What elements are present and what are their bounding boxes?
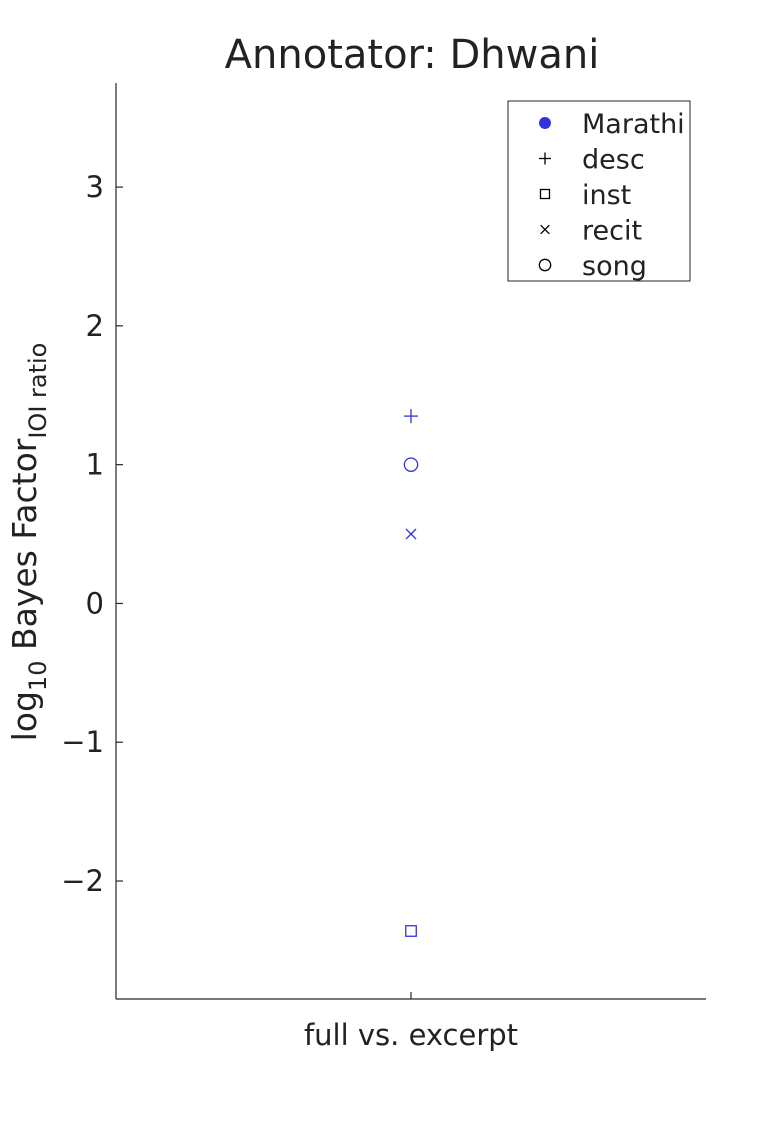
data-points xyxy=(403,409,419,937)
y-tick-label: −2 xyxy=(61,864,104,898)
x-ticks: full vs. excerpt xyxy=(304,992,518,1052)
legend-marker-desc xyxy=(539,152,551,165)
y-tick-label: −1 xyxy=(61,725,104,759)
legend-item: Marathi xyxy=(539,109,685,140)
data-point-inst xyxy=(405,925,417,937)
y-ticks: −2 −1 0 1 2 3 xyxy=(61,170,123,898)
legend-marker-song xyxy=(538,258,552,272)
y-axis-label: log10 Bayes FactorIOI ratio xyxy=(5,343,52,742)
legend-item: inst xyxy=(539,180,631,211)
y-label-prefix-sub: 10 xyxy=(24,661,52,692)
legend-marker-inst xyxy=(539,188,551,200)
legend-marker-recit xyxy=(540,224,550,235)
y-label-main-sub: IOI ratio xyxy=(24,343,52,439)
legend-item: desc xyxy=(539,145,645,176)
legend-label: recit xyxy=(582,216,642,247)
data-point-recit xyxy=(405,528,417,540)
legend-label: Marathi xyxy=(582,109,685,140)
legend-marker-Marathi xyxy=(539,117,551,129)
data-point-song xyxy=(403,457,419,472)
y-label-prefix: log xyxy=(5,691,44,741)
x-tick-label: full vs. excerpt xyxy=(304,1018,518,1052)
svg-text:log10 Bayes FactorIOI ratio: log10 Bayes FactorIOI ratio xyxy=(5,343,52,742)
legend-box xyxy=(507,100,691,282)
legend-label: song xyxy=(582,251,647,282)
chart-title: Annotator: Dhwani xyxy=(225,32,600,78)
legend: Marathi desc inst recit song xyxy=(507,100,691,282)
legend-label: desc xyxy=(582,145,645,176)
y-tick-label: 2 xyxy=(86,309,104,343)
legend-item: recit xyxy=(540,216,642,247)
legend-item: song xyxy=(538,251,647,282)
legend-label: inst xyxy=(582,180,631,211)
data-point-desc xyxy=(404,409,418,424)
y-tick-label: 1 xyxy=(86,448,104,482)
y-label-main: Bayes Factor xyxy=(5,438,44,660)
y-tick-label: 3 xyxy=(86,170,104,204)
y-tick-label: 0 xyxy=(86,586,104,620)
